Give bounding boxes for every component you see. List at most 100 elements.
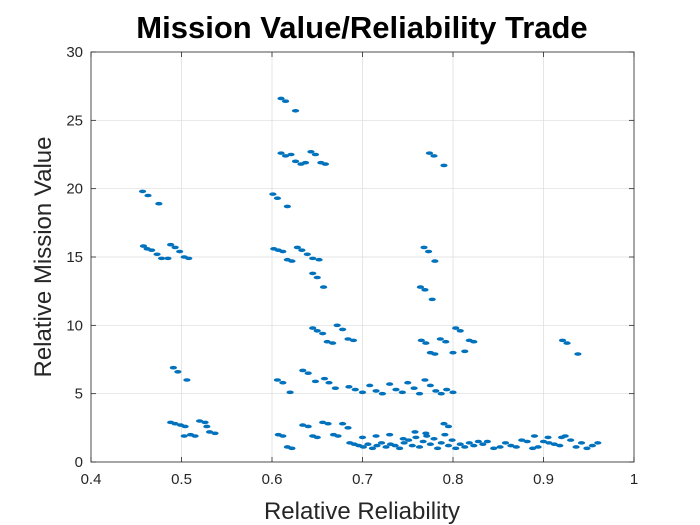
data-point <box>507 443 515 448</box>
data-point <box>461 445 469 449</box>
data-point <box>358 390 367 395</box>
data-point <box>382 445 390 449</box>
y-tick-label: 5 <box>75 386 83 403</box>
data-point <box>440 163 448 168</box>
data-point <box>523 439 531 444</box>
data-point <box>313 435 321 440</box>
data-point <box>333 323 341 328</box>
data-point <box>211 431 219 436</box>
data-point <box>470 443 478 448</box>
data-point <box>277 151 285 155</box>
data-point <box>583 446 591 451</box>
x-tick-label: 0.4 <box>81 471 102 488</box>
data-point <box>320 376 329 381</box>
data-point <box>164 256 172 261</box>
data-point <box>437 441 445 445</box>
data-point <box>572 445 580 449</box>
data-point <box>436 337 444 341</box>
data-point <box>203 424 211 429</box>
data-point <box>201 420 209 425</box>
data-point <box>309 271 317 276</box>
data-point <box>392 387 400 392</box>
data-point <box>304 424 312 429</box>
data-point <box>349 338 358 343</box>
data-point <box>319 420 327 425</box>
y-tick-label: 25 <box>66 112 83 129</box>
data-point <box>303 252 311 257</box>
data-point <box>518 438 526 442</box>
data-point <box>443 387 451 392</box>
data-point <box>286 390 294 395</box>
data-point <box>391 443 399 448</box>
data-point <box>470 339 478 344</box>
data-point <box>359 445 368 449</box>
data-point <box>563 341 571 345</box>
data-point <box>441 432 449 437</box>
data-point <box>474 439 482 444</box>
data-point <box>449 390 457 395</box>
data-point <box>490 446 498 451</box>
data-point <box>299 368 307 373</box>
data-point <box>558 435 566 440</box>
data-point <box>444 443 453 448</box>
data-point <box>277 96 285 101</box>
data-point <box>404 380 412 385</box>
data-point <box>399 436 407 441</box>
data-point <box>574 352 582 356</box>
data-point <box>171 421 179 426</box>
data-point <box>279 380 287 385</box>
data-point <box>338 327 347 332</box>
data-point <box>273 378 282 382</box>
data-point <box>273 196 282 201</box>
data-point <box>419 439 427 444</box>
data-point <box>373 443 381 448</box>
data-point <box>448 438 456 442</box>
data-point <box>283 204 291 209</box>
data-point <box>483 439 491 444</box>
data-point <box>281 99 290 103</box>
data-point <box>287 152 295 157</box>
data-point <box>425 151 434 155</box>
data-point <box>157 256 166 261</box>
data-point <box>378 391 387 396</box>
data-point <box>279 249 287 254</box>
data-point <box>153 252 161 257</box>
data-point <box>366 383 374 388</box>
data-point <box>452 446 460 451</box>
data-point <box>269 192 277 196</box>
data-point <box>416 285 425 289</box>
data-point <box>196 419 204 423</box>
data-point <box>377 441 386 445</box>
data-point <box>183 378 191 382</box>
data-point <box>313 275 321 280</box>
data-point <box>324 421 332 426</box>
data-point <box>512 445 520 449</box>
data-points <box>138 96 602 451</box>
data-point <box>291 159 300 164</box>
data-point <box>534 445 542 449</box>
data-point <box>417 338 425 343</box>
data-point <box>577 441 586 445</box>
y-tick-label: 10 <box>66 317 83 334</box>
x-tick-label: 0.9 <box>533 471 554 488</box>
data-point <box>344 337 352 341</box>
data-point <box>144 193 152 198</box>
data-point <box>415 445 424 449</box>
data-point <box>430 154 438 158</box>
data-point <box>338 421 347 426</box>
data-point <box>545 441 553 445</box>
data-point <box>293 245 301 250</box>
data-point <box>588 443 596 448</box>
data-point <box>148 248 156 252</box>
data-point <box>334 434 342 438</box>
data-point <box>181 424 189 429</box>
data-point <box>304 371 312 375</box>
data-point <box>452 326 460 330</box>
x-tick-label: 0.6 <box>262 471 283 488</box>
data-point <box>428 297 436 302</box>
data-point <box>423 434 431 438</box>
data-point <box>358 435 367 440</box>
x-tick-label: 0.5 <box>171 471 192 488</box>
data-point <box>288 446 296 451</box>
